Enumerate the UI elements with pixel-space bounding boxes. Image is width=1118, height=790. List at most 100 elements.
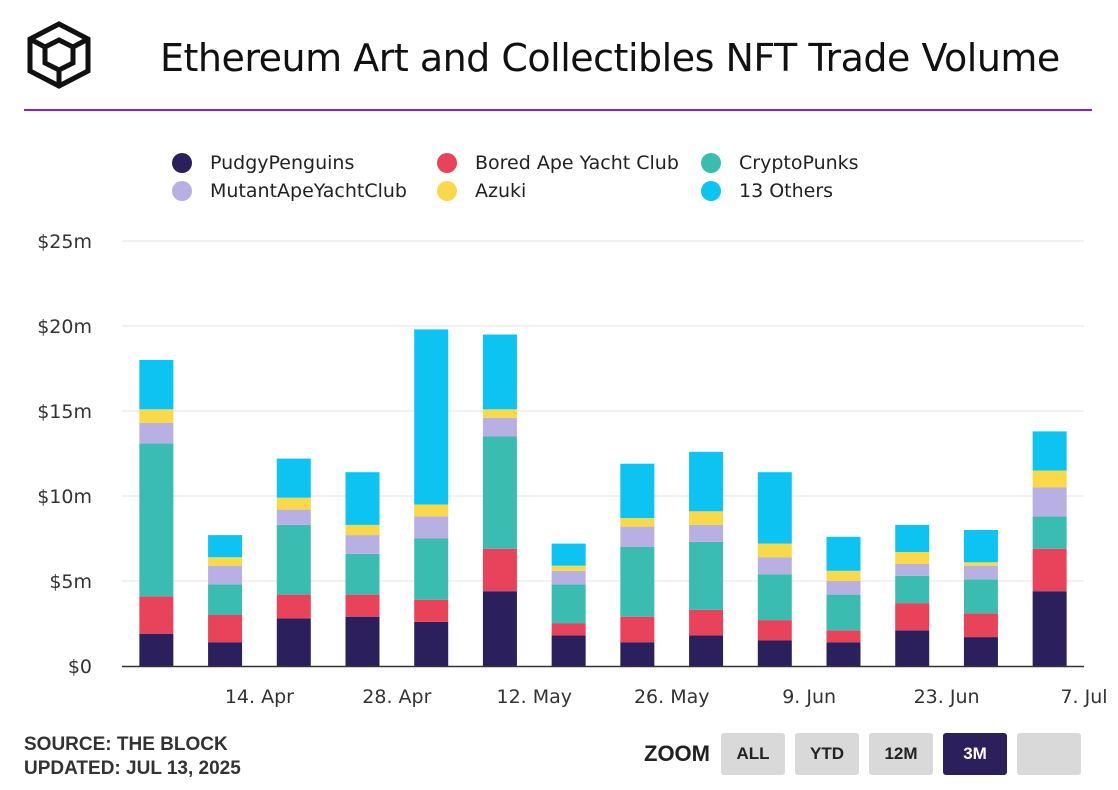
- bar-segment: [689, 524, 724, 542]
- legend-item-cryptopunks[interactable]: CryptoPunks: [701, 152, 921, 174]
- bar-segment: [620, 518, 655, 527]
- bar-segment: [826, 570, 861, 581]
- bar-segment: [345, 524, 380, 536]
- y-tick-label: $25m: [37, 231, 92, 253]
- y-tick-label: $5m: [49, 571, 92, 593]
- legend-item-13-others[interactable]: 13 Others: [701, 180, 921, 202]
- legend-swatch: [437, 153, 457, 173]
- bar-segment: [482, 548, 517, 592]
- bar-segment: [208, 535, 243, 558]
- bar-segment: [620, 526, 655, 547]
- legend-item-azuki[interactable]: Azuki: [437, 180, 701, 202]
- bar-segment: [1032, 591, 1067, 666]
- bar-segment: [551, 635, 586, 666]
- y-tick-label: $15m: [37, 401, 92, 423]
- bar-segment: [551, 570, 586, 585]
- bar-segment: [895, 603, 930, 631]
- chart-title: Ethereum Art and Collectibles NFT Trade …: [160, 36, 1060, 80]
- zoom-extra-button[interactable]: [1017, 733, 1081, 775]
- bar-segment: [895, 564, 930, 576]
- bar-segment: [757, 620, 792, 641]
- bar-segment: [757, 543, 792, 558]
- zoom-controls: ZOOM ALL YTD 12M 3M: [644, 733, 1091, 775]
- x-tick-label: 14. Apr: [225, 686, 294, 708]
- bar-segment: [139, 409, 174, 423]
- legend-item-pudgypenguins[interactable]: PudgyPenguins: [172, 152, 437, 174]
- bar-segment: [757, 574, 792, 621]
- bar-segment: [345, 616, 380, 666]
- bar-segment: [826, 581, 861, 595]
- bar-segment: [208, 565, 243, 585]
- bar-segment: [551, 623, 586, 636]
- chart-legend: PudgyPenguins Bored Ape Yacht Club Crypt…: [172, 152, 921, 202]
- bar-segment: [276, 497, 311, 510]
- bar-segment: [414, 599, 449, 622]
- legend-swatch: [172, 153, 192, 173]
- bar-segment: [551, 543, 586, 566]
- bar-segment: [139, 596, 174, 634]
- bar-segment: [414, 516, 449, 539]
- bar-segment: [482, 409, 517, 418]
- bar-segment: [208, 557, 243, 566]
- bar-segment: [689, 541, 724, 610]
- legend-item-bored-ape-yacht-club[interactable]: Bored Ape Yacht Club: [437, 152, 701, 174]
- bar-segment: [139, 360, 174, 410]
- bar-segment: [1032, 548, 1067, 592]
- bar-segment: [757, 557, 792, 575]
- y-tick-label: $20m: [37, 316, 92, 338]
- bar-segment: [551, 584, 586, 624]
- bar-segment: [345, 472, 380, 525]
- bar-segment: [757, 472, 792, 544]
- chart-footer: SOURCE: THE BLOCK UPDATED: JUL 13, 2025: [24, 733, 241, 781]
- legend-label: Bored Ape Yacht Club: [475, 152, 679, 174]
- bar-segment: [895, 552, 930, 564]
- bar-segment: [620, 463, 655, 519]
- bar-segment: [414, 621, 449, 666]
- bar-segment: [895, 630, 930, 666]
- bar-segment: [895, 575, 930, 604]
- legend-swatch: [701, 153, 721, 173]
- bar-segment: [482, 436, 517, 549]
- zoom-3m-button[interactable]: 3M: [943, 733, 1007, 775]
- bar-segment: [963, 613, 998, 638]
- bar-segment: [895, 524, 930, 553]
- bar-segment: [757, 640, 792, 666]
- bar-segment: [208, 642, 243, 666]
- legend-item-mutantapeyachtclub[interactable]: MutantApeYachtClub: [172, 180, 437, 202]
- bar-segment: [689, 635, 724, 666]
- y-tick-label: $0: [68, 656, 92, 678]
- bar-segment: [689, 511, 724, 525]
- x-tick-label: 23. Jun: [914, 686, 980, 708]
- zoom-ytd-button[interactable]: YTD: [795, 733, 859, 775]
- bar-segment: [963, 562, 998, 566]
- bar-segment: [414, 504, 449, 517]
- bar-segment: [276, 618, 311, 666]
- x-tick-label: 12. May: [497, 686, 573, 708]
- bar-segment: [276, 509, 311, 525]
- bar-segment: [551, 565, 586, 571]
- title-divider: [24, 109, 1092, 111]
- bar-segment: [826, 630, 861, 643]
- bar-segment: [963, 579, 998, 614]
- zoom-12m-button[interactable]: 12M: [869, 733, 933, 775]
- bar-segment: [1032, 470, 1067, 488]
- bar-segment: [620, 616, 655, 643]
- x-tick-label: 7. Jul: [1060, 686, 1107, 708]
- bar-segment: [276, 524, 311, 595]
- bar-segment: [689, 609, 724, 636]
- zoom-label: ZOOM: [644, 741, 710, 766]
- bar-segment: [208, 584, 243, 615]
- x-tick-label: 28. Apr: [362, 686, 431, 708]
- bar-segment: [345, 535, 380, 554]
- source-text: SOURCE: THE BLOCK: [24, 734, 228, 755]
- zoom-all-button[interactable]: ALL: [721, 733, 785, 775]
- the-block-logo-icon: [27, 21, 91, 89]
- legend-swatch: [701, 181, 721, 201]
- updated-text: UPDATED: JUL 13, 2025: [24, 758, 241, 779]
- bar-segment: [139, 633, 174, 666]
- bar-segment: [482, 334, 517, 410]
- bar-segment: [826, 536, 861, 571]
- bar-segment: [826, 642, 861, 666]
- y-tick-label: $10m: [37, 486, 92, 508]
- bar-segment: [689, 451, 724, 512]
